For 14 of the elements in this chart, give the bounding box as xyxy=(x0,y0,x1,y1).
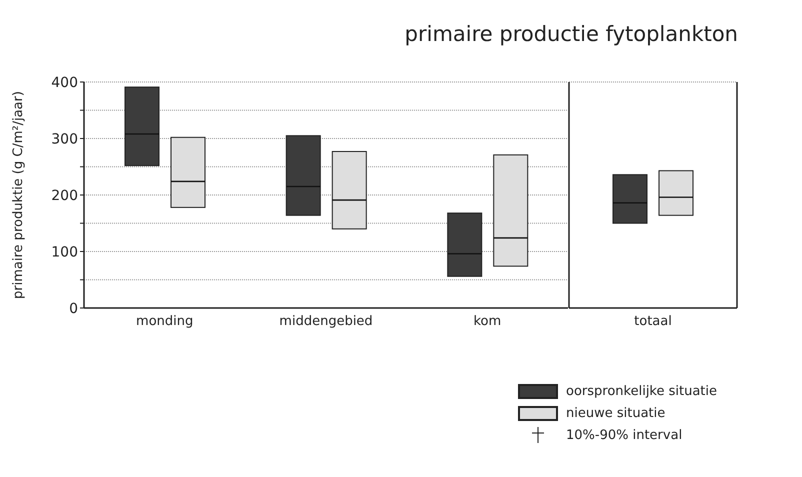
y-tick-label: 100 xyxy=(51,244,78,260)
y-tick-label: 200 xyxy=(51,188,78,204)
x-tick-label: middengebied xyxy=(279,314,373,330)
y-axis-title: primaire produktie (g C/m²/jaar) xyxy=(11,91,26,299)
y-tick-label: 400 xyxy=(51,74,78,91)
x-tick-label: monding xyxy=(136,314,194,330)
x-tick-label: totaal xyxy=(634,314,672,330)
text: 10%-90% interval xyxy=(566,428,682,442)
chart-title: primaire productie fytoplankton xyxy=(404,22,738,46)
legend-label: nieuwe situatie xyxy=(566,406,666,420)
legend-label: oorspronkelijke situatie xyxy=(566,384,718,398)
y-tick-label: 0 xyxy=(69,300,78,317)
y-tick-label: 300 xyxy=(51,131,78,148)
x-tick-label: kom xyxy=(473,314,502,330)
